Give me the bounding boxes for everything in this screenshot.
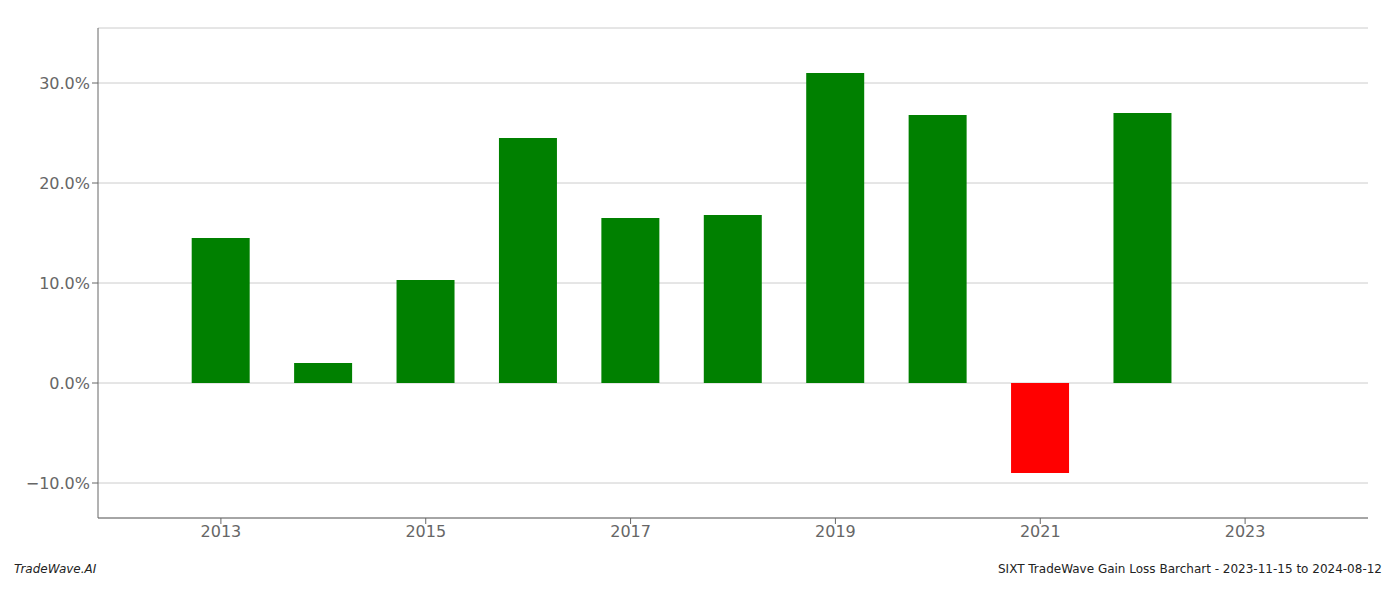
svg-text:0.0%: 0.0% [49,374,90,393]
svg-text:−10.0%: −10.0% [26,474,90,493]
svg-text:2021: 2021 [1020,522,1061,541]
svg-text:2015: 2015 [405,522,446,541]
svg-text:2017: 2017 [610,522,651,541]
html-text:SIXT TradeWave Gain Loss Barch: SIXT TradeWave Gain Loss Barchart - 2023… [998,562,1382,576]
svg-text:30.0%: 30.0% [39,74,90,93]
html-text:TradeWave.AI: TradeWave.AI [14,562,97,576]
svg-text:20.0%: 20.0% [39,174,90,193]
svg-text:2023: 2023 [1225,522,1266,541]
svg-text:2019: 2019 [815,522,856,541]
svg-text:10.0%: 10.0% [39,274,90,293]
svg-text:2013: 2013 [201,522,242,541]
